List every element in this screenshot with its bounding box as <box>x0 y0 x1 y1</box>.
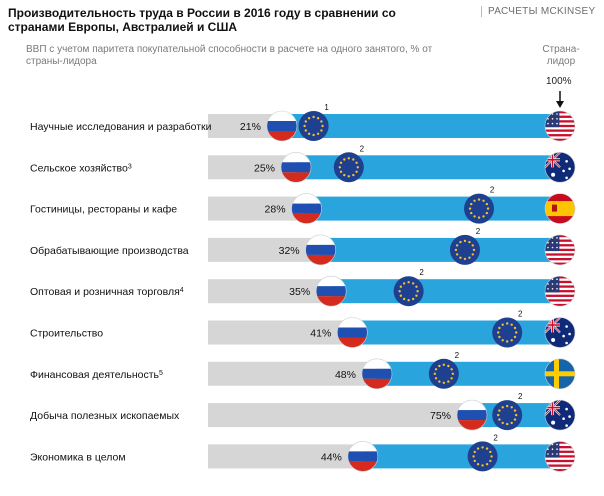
eu-flag-icon <box>449 234 480 265</box>
category-label: Оптовая и розничная торговля4 <box>30 286 184 298</box>
russia-flag-icon <box>316 276 347 307</box>
chart-row: Научные исследования и разработки 21% 1 <box>30 103 576 142</box>
bar-russia <box>208 196 307 221</box>
category-label: Строительство <box>30 328 103 340</box>
eu-note-label: 2 <box>360 144 365 153</box>
bar-russia <box>208 237 321 262</box>
chart-subtitle: ВВП с учетом паритета покупательной спос… <box>26 44 433 67</box>
bar-russia <box>208 403 472 428</box>
chart-title: Производительность труда в России в 2016… <box>8 6 396 34</box>
eu-flag-icon <box>467 441 498 472</box>
bar-russia <box>208 279 332 304</box>
chart-row: Обрабатывающие производства 32% 2 <box>30 227 576 266</box>
eu-note-label: 2 <box>419 268 424 277</box>
category-label: Гостиницы, рестораны и кафе <box>30 204 177 216</box>
bar-gap <box>362 444 560 469</box>
eu-note-label: 2 <box>455 351 460 360</box>
category-label: Добыча полезных ископаемых <box>30 410 180 422</box>
bar-gap <box>352 320 560 345</box>
category-label: Финансовая деятельность5 <box>30 369 163 381</box>
value-label: 28% <box>265 204 286 216</box>
bar-russia <box>208 444 363 469</box>
eu-flag-icon <box>492 400 523 431</box>
eu-note-label: 2 <box>518 310 523 319</box>
usa-flag-icon <box>545 111 575 141</box>
australia-flag-icon <box>545 400 575 431</box>
chart-row: Добыча полезных ископаемых 75% 2 <box>30 392 576 431</box>
bar-gap <box>306 196 560 221</box>
eu-note-label: 2 <box>518 392 523 401</box>
value-label: 48% <box>335 369 356 381</box>
eu-flag-icon <box>492 317 523 348</box>
category-label: Экономика в целом <box>30 451 126 463</box>
leader-value-label: 100% <box>546 76 572 87</box>
category-label: Сельское хозяйство3 <box>30 162 132 174</box>
value-label: 35% <box>289 286 310 298</box>
value-label: 21% <box>240 121 261 133</box>
eu-note-label: 2 <box>490 186 495 195</box>
eu-note-label: 2 <box>493 433 498 442</box>
eu-flag-icon <box>333 152 364 183</box>
sweden-flag-icon <box>545 358 575 389</box>
eu-note-label: 1 <box>324 103 329 112</box>
eu-flag-icon <box>393 276 424 307</box>
russia-flag-icon <box>305 234 336 265</box>
chart-row: Строительство 41% 2 <box>30 310 576 348</box>
value-label: 25% <box>254 162 275 174</box>
leader-arrow-head <box>556 101 564 108</box>
leader-country-label: Страна-лидор <box>542 44 580 67</box>
category-label: Научные исследования и разработки <box>30 121 212 133</box>
value-label: 32% <box>279 245 300 257</box>
value-label: 75% <box>430 410 451 422</box>
russia-flag-icon <box>347 441 378 472</box>
bar-russia <box>208 320 353 345</box>
bar-gap <box>376 361 560 386</box>
eu-flag-icon <box>298 111 329 141</box>
chart-row: Сельское хозяйство3 25% 2 <box>30 144 576 183</box>
chart-row: Финансовая деятельность5 48% 2 <box>30 351 576 390</box>
chart-row: Оптовая и розничная торговля4 35% 2 <box>30 268 576 307</box>
eu-note-label: 2 <box>476 227 481 236</box>
category-label: Обрабатывающие производства <box>30 245 189 257</box>
chart-row: Экономика в целом 44% 2 <box>30 433 576 472</box>
value-label: 41% <box>310 328 331 340</box>
eu-flag-icon <box>464 193 495 224</box>
source-brand: РАСЧЕТЫ MCKINSEY <box>481 6 595 17</box>
bar-gap <box>331 279 560 304</box>
value-label: 44% <box>321 451 342 463</box>
russia-flag-icon <box>457 400 487 431</box>
eu-flag-icon <box>428 358 459 389</box>
usa-flag-icon <box>545 441 575 472</box>
russia-flag-icon <box>361 358 392 389</box>
russia-flag-icon <box>281 152 311 183</box>
chart-row: Гостиницы, рестораны и кафе 28% 2 <box>30 186 576 224</box>
bar-russia <box>208 361 377 386</box>
russia-flag-icon <box>291 193 322 224</box>
russia-flag-icon <box>266 111 297 141</box>
russia-flag-icon <box>337 317 368 348</box>
bar-gap <box>320 237 560 262</box>
spain-flag-icon <box>545 193 575 224</box>
